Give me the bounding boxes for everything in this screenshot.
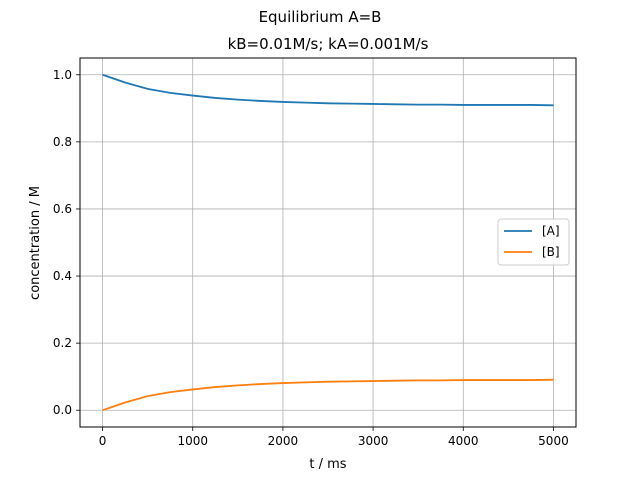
y-tick-label: 1.0 <box>53 68 72 82</box>
y-tick-label: 0.4 <box>53 269 72 283</box>
series-line-b <box>102 378 554 412</box>
y-axis-label: concentration / M <box>28 186 43 300</box>
x-tick-label: 2000 <box>268 434 299 448</box>
x-tick-label: 1000 <box>177 434 208 448</box>
y-tick-label: 0.0 <box>53 403 72 417</box>
x-tick-label: 3000 <box>358 434 389 448</box>
legend: [A] [B] <box>497 218 570 266</box>
y-tick-label: 0.8 <box>53 135 72 149</box>
y-tick-label: 0.6 <box>53 202 72 216</box>
tick-layer: 0 1000 2000 3000 4000 5000 0.0 0.2 0.4 0.6 0.8 1.0 <box>53 68 569 448</box>
legend-label: [A] <box>542 224 560 238</box>
plot-frame <box>79 57 577 428</box>
chart-title: kB=0.01M/s; kA=0.001M/s <box>228 35 429 53</box>
series-line-a <box>102 73 554 107</box>
x-axis-label: t / ms <box>309 457 346 472</box>
x-tick-label: 5000 <box>538 434 569 448</box>
x-tick-label: 0 <box>99 434 107 448</box>
y-tick-label: 0.2 <box>53 336 72 350</box>
series-layer <box>102 73 554 412</box>
legend-label: [B] <box>542 245 560 259</box>
chart-suptitle: Equilibrium A=B <box>259 8 382 26</box>
x-tick-label: 4000 <box>448 434 479 448</box>
